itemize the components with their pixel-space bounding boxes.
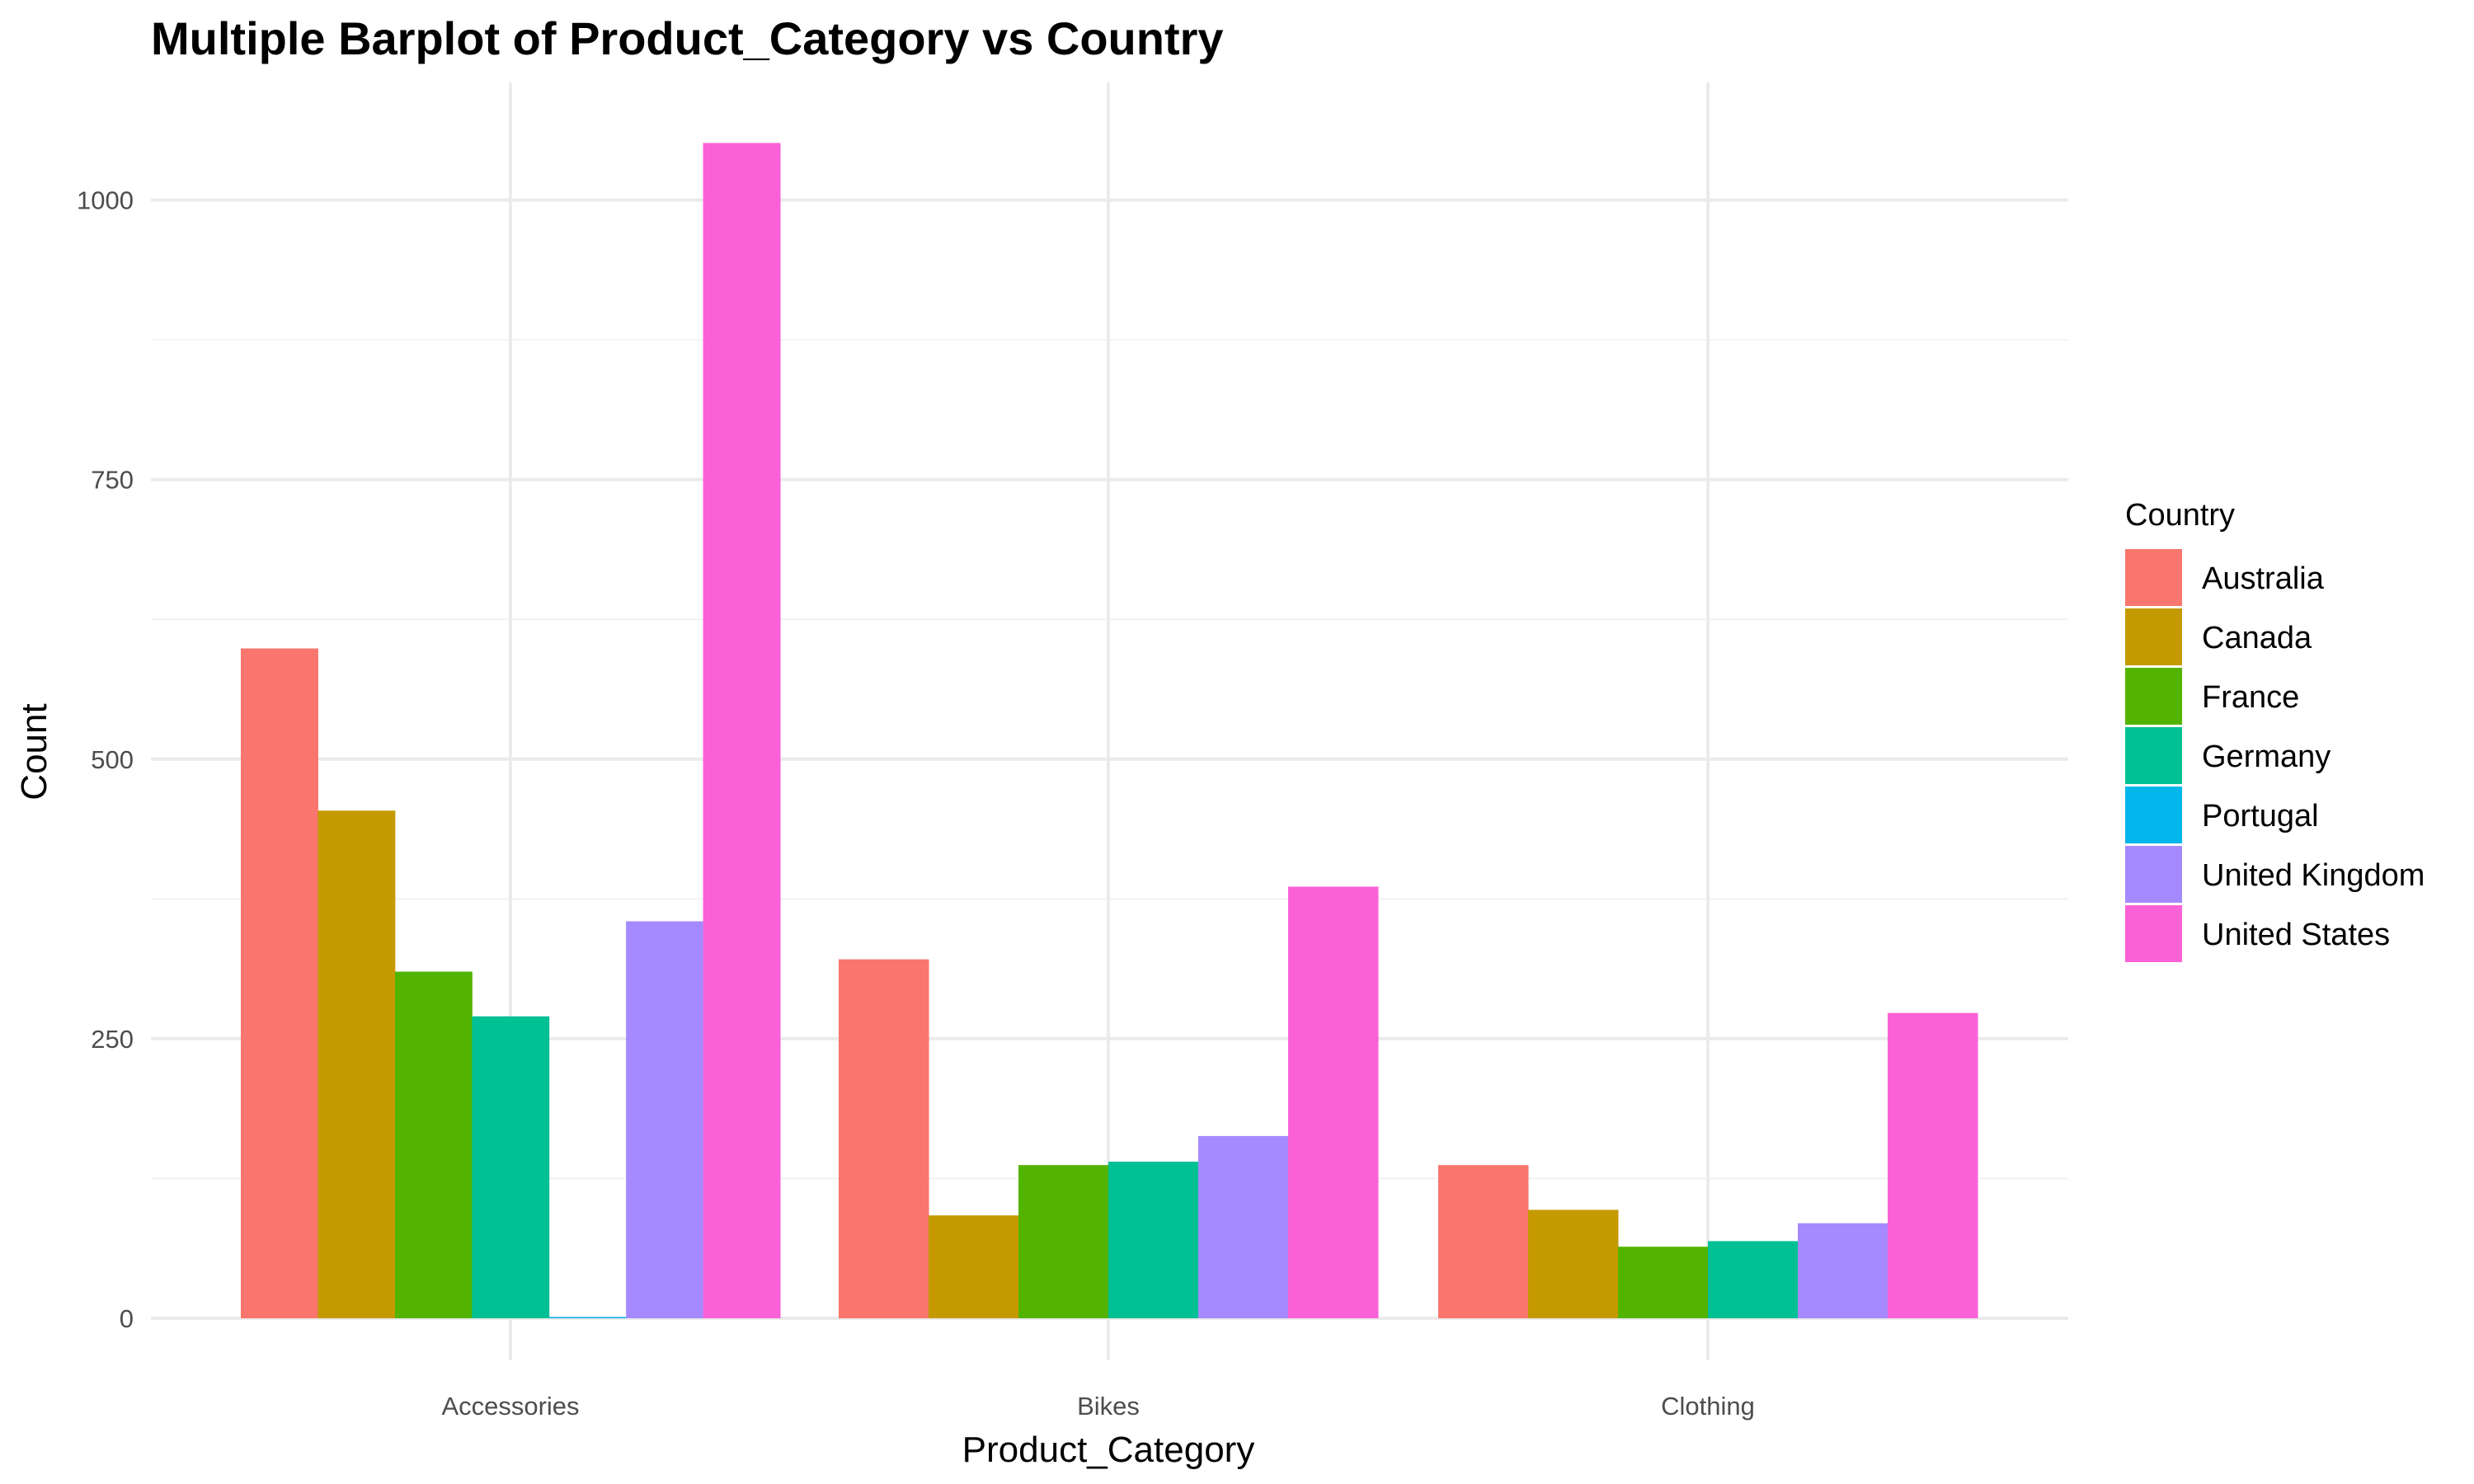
x-tick-label: Bikes	[1077, 1392, 1140, 1421]
legend-key	[2125, 905, 2182, 962]
x-axis-title: Product_Category	[962, 1430, 1255, 1470]
bar	[1618, 1247, 1709, 1318]
legend-key	[2125, 549, 2182, 606]
bar	[929, 1215, 1019, 1318]
bar	[1018, 1165, 1109, 1318]
x-axis-ticks: Accessories Bikes Clothing	[441, 1392, 1754, 1421]
chart-title: Multiple Barplot of Product_Category vs …	[151, 12, 1224, 64]
x-tick-label: Accessories	[441, 1392, 579, 1421]
bar	[1888, 1012, 1978, 1318]
bar	[394, 971, 473, 1318]
y-tick-label: 500	[91, 745, 134, 774]
bar	[839, 959, 929, 1318]
legend-key	[2125, 668, 2182, 725]
bar	[241, 648, 318, 1318]
y-tick-label: 250	[91, 1025, 134, 1054]
bar	[1438, 1165, 1529, 1318]
y-tick-label: 1000	[77, 186, 134, 215]
bar	[1288, 886, 1379, 1318]
legend-key	[2125, 787, 2182, 843]
bar	[1708, 1241, 1799, 1318]
legend-key	[2125, 608, 2182, 665]
legend-label: United States	[2202, 918, 2390, 952]
bar	[317, 810, 396, 1318]
bar	[548, 1317, 627, 1318]
legend-label: France	[2202, 680, 2299, 715]
legend-label: Portugal	[2202, 799, 2319, 834]
legend-label: Germany	[2202, 740, 2331, 774]
legend-label: Australia	[2202, 561, 2325, 596]
y-axis-ticks: 0 250 500 750 1000	[77, 186, 134, 1333]
legend-label: Canada	[2202, 621, 2312, 655]
legend-key	[2125, 846, 2182, 903]
y-tick-label: 0	[120, 1304, 134, 1333]
bar	[472, 1016, 550, 1318]
bars	[241, 143, 1978, 1319]
bar	[1528, 1209, 1619, 1318]
legend-label: United Kingdom	[2202, 858, 2425, 893]
y-axis-title: Count	[14, 703, 54, 800]
y-tick-label: 750	[91, 466, 134, 495]
legend: Country Australia Canada France Germany Port…	[2125, 498, 2425, 962]
bar	[626, 921, 704, 1318]
legend-key	[2125, 727, 2182, 784]
bar	[703, 143, 781, 1319]
x-tick-label: Clothing	[1661, 1392, 1755, 1421]
bar	[1198, 1135, 1289, 1318]
legend-title: Country	[2125, 498, 2235, 533]
bar	[1798, 1223, 1888, 1318]
bar	[1108, 1162, 1199, 1318]
